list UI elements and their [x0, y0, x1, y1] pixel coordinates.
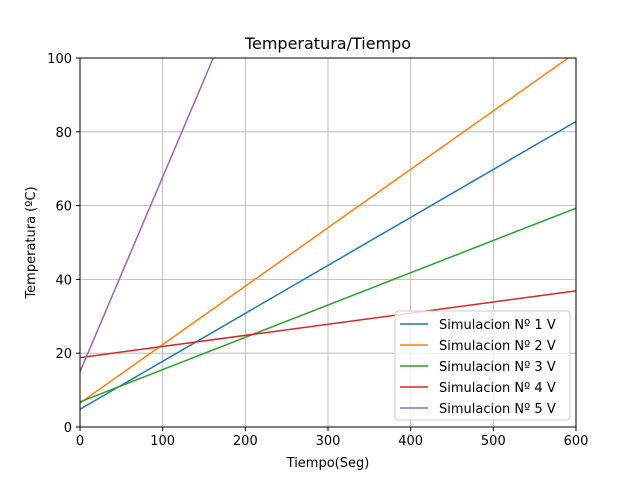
legend-label-5: Simulacion Nº 5 V — [439, 402, 556, 417]
legend-label-3: Simulacion Nº 3 V — [439, 360, 556, 375]
x-tick-label: 0 — [76, 434, 84, 449]
y-tick-label: 20 — [55, 347, 72, 362]
y-tick-label: 60 — [55, 200, 72, 215]
x-tick-label: 500 — [481, 434, 506, 449]
x-tick-label: 100 — [150, 434, 175, 449]
y-tick-label: 40 — [55, 273, 72, 288]
x-axis-label: Tiempo(Seg) — [286, 456, 370, 471]
y-axis-label: Temperatura (ºC) — [24, 186, 39, 299]
x-tick-label: 400 — [398, 434, 423, 449]
chart-title: Temperatura/Tiempo — [244, 34, 411, 53]
legend-label-4: Simulacion Nº 4 V — [439, 381, 556, 396]
x-tick-label: 200 — [233, 434, 258, 449]
x-tick-label: 300 — [316, 434, 341, 449]
legend: Simulacion Nº 1 V Simulacion Nº 2 V Simula… — [395, 311, 570, 420]
y-tick-label: 0 — [64, 421, 72, 436]
x-tick-label: 600 — [564, 434, 589, 449]
legend-label-2: Simulacion Nº 2 V — [439, 339, 556, 354]
y-tick-label: 100 — [47, 52, 72, 67]
legend-label-1: Simulacion Nº 1 V — [439, 318, 556, 333]
y-tick-label: 80 — [55, 126, 72, 141]
